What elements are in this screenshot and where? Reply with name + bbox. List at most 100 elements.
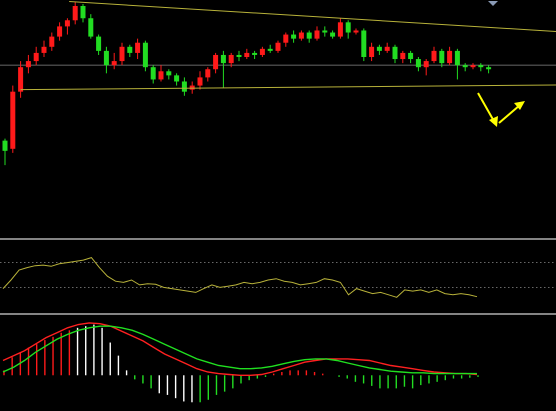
candle bbox=[291, 30, 297, 43]
candle bbox=[423, 59, 429, 76]
candle-body bbox=[142, 42, 148, 68]
candle-body bbox=[189, 85, 195, 90]
candle-body bbox=[306, 32, 312, 39]
candle-body bbox=[384, 46, 390, 51]
candle bbox=[408, 50, 414, 64]
candle-body bbox=[252, 52, 258, 55]
candle bbox=[189, 81, 195, 94]
macd-fast-line bbox=[2, 322, 478, 376]
candle-body bbox=[181, 81, 187, 92]
candle-body bbox=[197, 77, 203, 86]
candle-body bbox=[298, 32, 304, 39]
candle bbox=[244, 48, 250, 60]
candle bbox=[236, 50, 242, 62]
candle bbox=[283, 32, 289, 47]
candle-body bbox=[111, 61, 117, 66]
candle bbox=[384, 42, 390, 53]
candle bbox=[111, 52, 117, 70]
candle-body bbox=[10, 91, 16, 149]
macd-panel bbox=[2, 322, 479, 403]
candle-body bbox=[486, 67, 492, 70]
candle-body bbox=[415, 59, 421, 68]
candle bbox=[181, 77, 187, 96]
candle bbox=[454, 48, 460, 80]
candle-body bbox=[423, 61, 429, 68]
candle-body bbox=[33, 52, 39, 62]
candle-body bbox=[447, 50, 453, 64]
candle bbox=[18, 61, 24, 98]
candle-body bbox=[275, 42, 281, 51]
candle bbox=[369, 42, 375, 62]
candle-body bbox=[119, 46, 125, 62]
candle bbox=[80, 3, 86, 23]
down-arrow-head bbox=[489, 116, 498, 127]
candle bbox=[267, 44, 273, 53]
candle-body bbox=[470, 65, 476, 68]
candle bbox=[88, 14, 94, 39]
candle bbox=[353, 28, 359, 35]
candle bbox=[228, 52, 234, 68]
candle bbox=[96, 34, 102, 55]
candle-body bbox=[80, 6, 86, 19]
candle bbox=[103, 46, 109, 74]
candle-body bbox=[392, 46, 398, 60]
candle bbox=[275, 40, 281, 53]
candle-body bbox=[376, 46, 382, 51]
candle-body bbox=[57, 26, 63, 37]
candle bbox=[322, 26, 328, 37]
candle-body bbox=[25, 61, 31, 68]
candle bbox=[25, 54, 31, 74]
annotation-layer bbox=[477, 1, 525, 127]
candle-body bbox=[408, 52, 414, 60]
candle bbox=[361, 28, 367, 62]
candle-body bbox=[213, 54, 219, 70]
candle-body bbox=[158, 71, 164, 80]
candle-body bbox=[150, 67, 156, 80]
candle-body bbox=[72, 6, 78, 21]
candle-body bbox=[96, 36, 102, 51]
candle-body bbox=[103, 50, 109, 66]
candle bbox=[57, 22, 63, 41]
candle bbox=[392, 44, 398, 64]
candle bbox=[64, 18, 70, 35]
candle bbox=[306, 30, 312, 43]
candle bbox=[470, 63, 476, 70]
candle bbox=[337, 18, 343, 39]
candle-body bbox=[283, 34, 289, 43]
candle-body bbox=[267, 48, 273, 51]
candle bbox=[174, 73, 180, 86]
candle-body bbox=[478, 65, 484, 68]
candle bbox=[478, 63, 484, 72]
candle bbox=[197, 71, 203, 90]
candle-body bbox=[330, 32, 336, 37]
up-arrow-shaft bbox=[498, 104, 521, 124]
candle-body bbox=[228, 54, 234, 64]
candle bbox=[462, 63, 468, 72]
candle bbox=[220, 50, 226, 88]
candle bbox=[119, 42, 125, 66]
candle bbox=[345, 20, 351, 39]
candle-body bbox=[2, 140, 8, 151]
candle bbox=[150, 65, 156, 84]
price-panel bbox=[0, 1, 556, 240]
oscillator-line bbox=[2, 257, 478, 298]
candle-body bbox=[88, 18, 94, 37]
candle-body bbox=[166, 71, 172, 76]
candle bbox=[127, 44, 133, 57]
candle-body bbox=[244, 52, 250, 57]
candle-body bbox=[314, 30, 320, 39]
candle-body bbox=[439, 50, 445, 64]
candle-body bbox=[41, 46, 47, 53]
candle-body bbox=[49, 36, 55, 47]
corner-marker-icon bbox=[488, 1, 498, 6]
lower-trendline bbox=[20, 84, 556, 91]
candle bbox=[439, 48, 445, 68]
candle-body bbox=[322, 30, 328, 33]
candle bbox=[486, 65, 492, 74]
candle bbox=[259, 46, 265, 57]
candle-body bbox=[337, 22, 343, 37]
candle-body bbox=[431, 50, 437, 62]
candle bbox=[213, 52, 219, 74]
